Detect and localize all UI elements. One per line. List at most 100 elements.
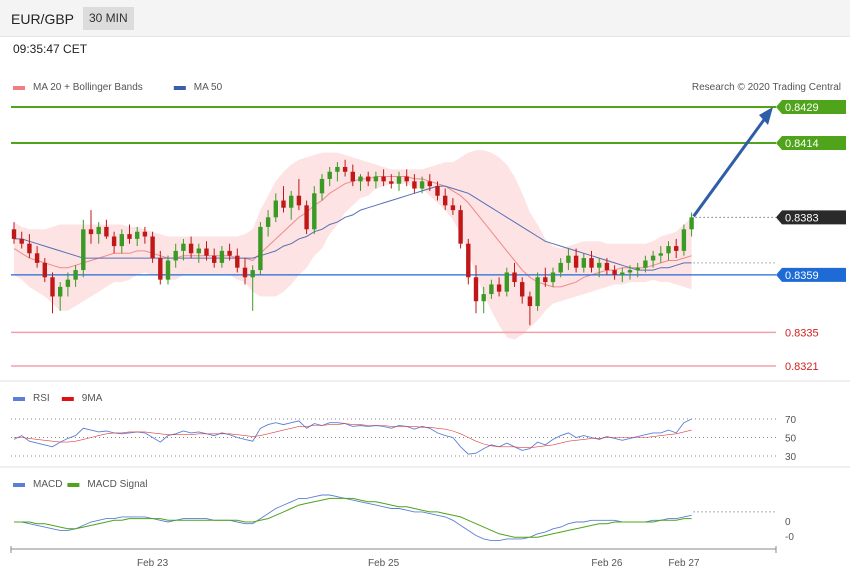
candle-body: [150, 236, 155, 259]
candle-body: [142, 231, 148, 237]
candle-body: [566, 255, 571, 263]
main-legend-swatch: [13, 86, 25, 90]
candle-body: [96, 226, 101, 235]
candle-body: [589, 258, 594, 268]
candle-body: [289, 195, 294, 208]
candle-body: [689, 217, 694, 230]
candle-body: [73, 270, 78, 280]
rsi-ma-line: [14, 423, 692, 448]
macd-signal-line: [14, 497, 692, 538]
candle-body: [265, 217, 271, 227]
candle-body: [527, 296, 533, 307]
rsi-legend-label: 9MA: [82, 393, 103, 404]
candle-body: [173, 250, 178, 261]
candle-body: [335, 166, 340, 172]
candle-body: [158, 258, 163, 280]
candle-body: [466, 243, 471, 278]
rsi-legend-label: RSI: [33, 393, 50, 404]
forecast-arrow: [692, 116, 768, 218]
candle-body: [273, 200, 278, 218]
candle-body: [81, 229, 86, 271]
candle-body: [427, 181, 432, 187]
candle-body: [34, 253, 40, 263]
macd-axis-label: 0: [785, 517, 791, 528]
candle-body: [681, 229, 687, 251]
candle-body: [504, 272, 509, 292]
candle-body: [165, 260, 171, 280]
candle-body: [481, 294, 486, 302]
candle-body: [242, 267, 248, 278]
candle-body: [535, 277, 540, 307]
candle-body: [604, 262, 610, 271]
candle-body: [50, 277, 55, 297]
candle-body: [435, 186, 440, 196]
rsi-panel: 70 50 30: [11, 415, 797, 463]
candle-body: [658, 253, 663, 256]
top-bar: EUR/GBP 30 MIN: [0, 0, 850, 37]
candle-body: [381, 176, 386, 182]
candle-body: [650, 255, 656, 261]
candle-body: [88, 229, 94, 235]
timestamp: 09:35:47 CET: [13, 42, 88, 56]
candle-body: [312, 193, 317, 230]
symbol-label: EUR/GBP: [11, 11, 75, 27]
candle-body: [573, 255, 579, 268]
candle-body: [127, 234, 132, 239]
candle-body: [42, 262, 47, 278]
candle-body: [188, 243, 194, 254]
candle-body: [520, 282, 525, 297]
candle-body: [281, 200, 286, 208]
candle-body: [550, 272, 556, 283]
candle-body: [674, 246, 679, 251]
level-tag: [776, 210, 846, 225]
candle-body: [450, 205, 456, 211]
candle-body: [19, 238, 24, 244]
candle-body: [558, 262, 563, 273]
candle-body: [496, 284, 502, 292]
candle-body: [111, 236, 117, 247]
candle-body: [65, 279, 71, 287]
main-legend-label: MA 50: [194, 82, 223, 93]
candle-body: [512, 272, 517, 283]
level-label: 0.8321: [785, 361, 819, 373]
macd-axis-label: -0: [785, 532, 794, 543]
candle-body: [342, 166, 348, 172]
candle-body: [635, 267, 640, 271]
candle-body: [458, 210, 463, 244]
x-tick-label: Feb 25: [368, 558, 400, 569]
candle-body: [412, 181, 417, 189]
macd-legend-label: MACD Signal: [87, 479, 147, 490]
x-tick-label: Feb 23: [137, 558, 169, 569]
candle-body: [473, 277, 479, 302]
candle-body: [119, 234, 124, 247]
candle-body: [204, 248, 209, 256]
rsi-level-label: 30: [785, 452, 797, 463]
candle-body: [319, 178, 325, 194]
level-label: 0.8359: [785, 270, 819, 282]
macd-legend-label: MACD: [33, 479, 62, 490]
macd-line: [14, 494, 692, 542]
rsi-legend-swatch: [61, 397, 74, 401]
candle-body: [366, 176, 371, 182]
level-label: 0.8335: [785, 327, 819, 339]
candle-body: [296, 195, 302, 206]
candle-body: [181, 243, 186, 251]
main-legend-swatch: [173, 86, 186, 90]
candle-body: [227, 250, 232, 256]
candle-body: [389, 181, 394, 184]
candle-body: [620, 272, 625, 275]
level-tag: [776, 100, 846, 114]
candle-body: [219, 250, 225, 263]
rsi-level-label: 70: [785, 415, 797, 426]
main-panel: 0.8429 0.8414 0.8383 0.8359 0.8335 0.8321: [0, 100, 850, 468]
candle-body: [543, 277, 548, 283]
main-legend-label: MA 20 + Bollinger Bands: [33, 82, 143, 93]
candle-body: [666, 246, 671, 254]
forecast-arrow-head: [759, 107, 773, 125]
candle-body: [373, 176, 379, 182]
level-tag: [776, 135, 846, 150]
credit-text: Research © 2020 Trading Central: [692, 82, 841, 93]
timeframe-button[interactable]: 30 MIN: [83, 7, 134, 30]
rsi-level-label: 50: [785, 434, 797, 445]
rsi-legend-swatch: [13, 397, 25, 401]
